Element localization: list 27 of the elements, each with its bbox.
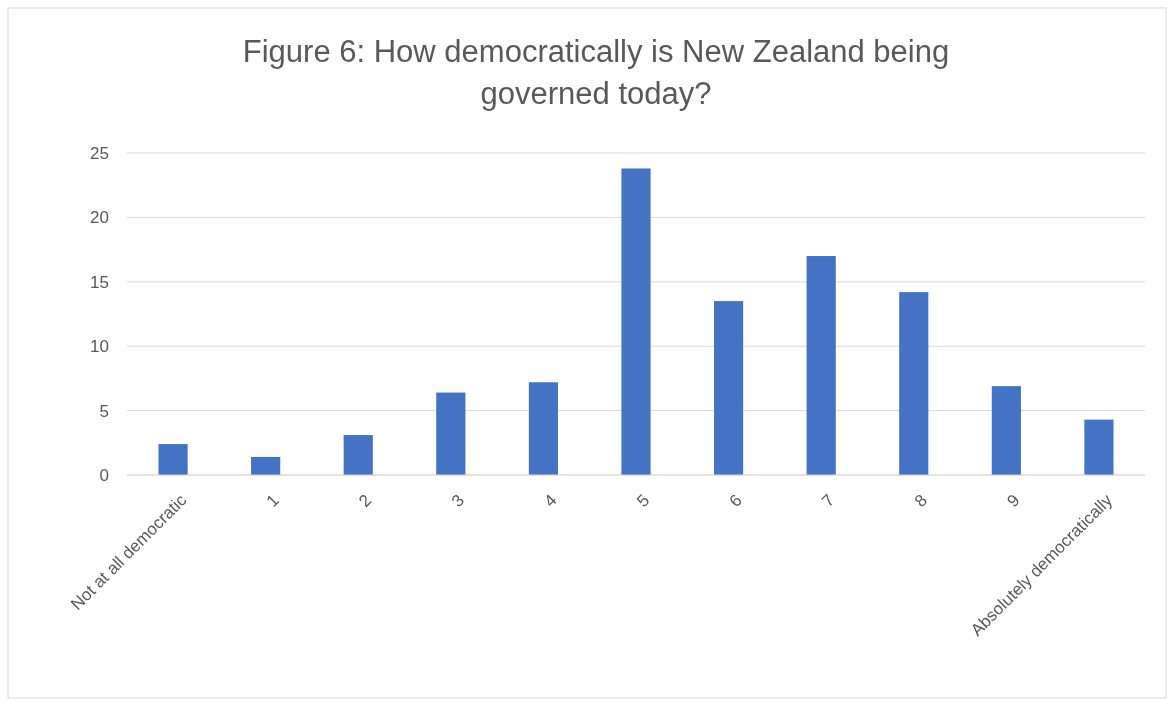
chart-title: Figure 6: How democratically is New Zealand being governed today? (242, 34, 950, 111)
bar (436, 392, 466, 475)
x-tick-label: 3 (447, 490, 468, 511)
bar (528, 382, 558, 475)
x-tick-label: 4 (540, 490, 561, 511)
bar (251, 456, 281, 475)
y-tick-label: 15 (90, 272, 109, 292)
y-tick-label: 10 (90, 337, 109, 357)
x-tick-label: 9 (1003, 490, 1024, 511)
x-tick-label: 7 (818, 490, 839, 511)
y-tick-label: 20 (90, 208, 109, 228)
x-tick-label: 6 (725, 490, 746, 511)
x-tick-label: 8 (910, 490, 931, 511)
bar (714, 301, 744, 475)
bar (1084, 419, 1114, 475)
y-tick-label: 0 (99, 465, 109, 485)
bar (621, 168, 651, 475)
bar (991, 386, 1021, 475)
bar (806, 256, 836, 475)
bar (158, 444, 188, 475)
y-tick-label: 5 (99, 401, 109, 421)
x-tick-label: 1 (262, 490, 283, 511)
y-tick-label: 25 (90, 143, 109, 163)
bar (343, 435, 373, 475)
x-tick-label: 2 (355, 490, 376, 511)
bar (899, 292, 929, 475)
x-tick-label: 5 (633, 490, 654, 511)
